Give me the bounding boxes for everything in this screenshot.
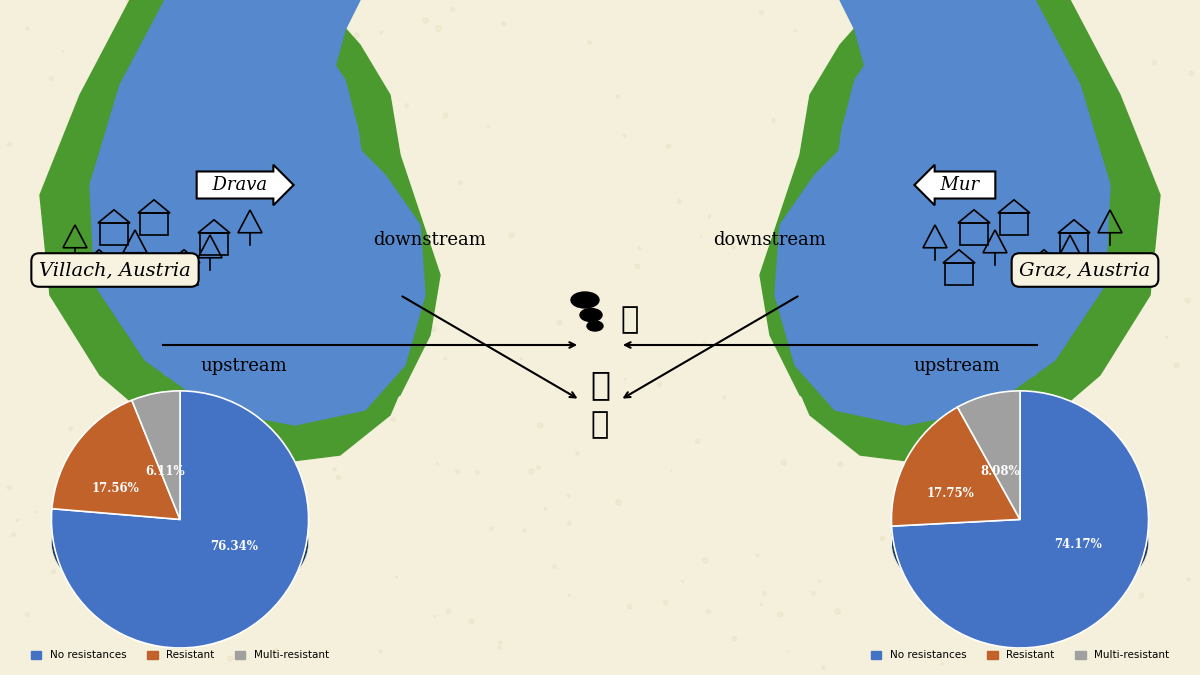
Text: 76.34%: 76.34% xyxy=(210,540,258,553)
Text: 17.56%: 17.56% xyxy=(92,482,139,495)
Polygon shape xyxy=(132,449,180,477)
Text: 🦠: 🦠 xyxy=(590,410,610,439)
Wedge shape xyxy=(132,391,180,520)
Text: Drava: Drava xyxy=(202,176,278,194)
Text: 6.11%: 6.11% xyxy=(145,465,185,478)
Polygon shape xyxy=(958,449,1020,481)
Text: Graz, Austria: Graz, Austria xyxy=(1020,261,1151,279)
Wedge shape xyxy=(892,391,1148,648)
Polygon shape xyxy=(40,0,440,465)
Text: downstream: downstream xyxy=(373,231,486,249)
Text: 🧴: 🧴 xyxy=(590,369,610,402)
Text: 74.17%: 74.17% xyxy=(1054,538,1102,551)
Polygon shape xyxy=(892,449,1148,614)
Text: upstream: upstream xyxy=(913,357,1000,375)
Ellipse shape xyxy=(571,292,599,308)
Polygon shape xyxy=(52,449,308,614)
Text: Villach, Austria: Villach, Austria xyxy=(40,261,191,279)
Legend: No resistances, Resistant, Multi-resistant: No resistances, Resistant, Multi-resista… xyxy=(26,646,334,664)
Polygon shape xyxy=(775,0,1110,425)
Polygon shape xyxy=(90,0,425,425)
Text: 8.08%: 8.08% xyxy=(980,465,1020,479)
Wedge shape xyxy=(52,400,180,520)
Text: downstream: downstream xyxy=(714,231,827,249)
Polygon shape xyxy=(52,454,132,537)
Polygon shape xyxy=(892,458,958,546)
Text: upstream: upstream xyxy=(200,357,287,375)
Text: 🌊: 🌊 xyxy=(620,306,640,335)
Ellipse shape xyxy=(587,321,604,331)
Legend: No resistances, Resistant, Multi-resistant: No resistances, Resistant, Multi-resista… xyxy=(866,646,1174,664)
Text: Mur: Mur xyxy=(929,176,991,194)
Polygon shape xyxy=(760,0,1160,465)
Wedge shape xyxy=(892,407,1020,526)
Wedge shape xyxy=(958,391,1020,520)
Text: 17.75%: 17.75% xyxy=(926,487,974,499)
Ellipse shape xyxy=(580,308,602,321)
Wedge shape xyxy=(52,391,308,648)
